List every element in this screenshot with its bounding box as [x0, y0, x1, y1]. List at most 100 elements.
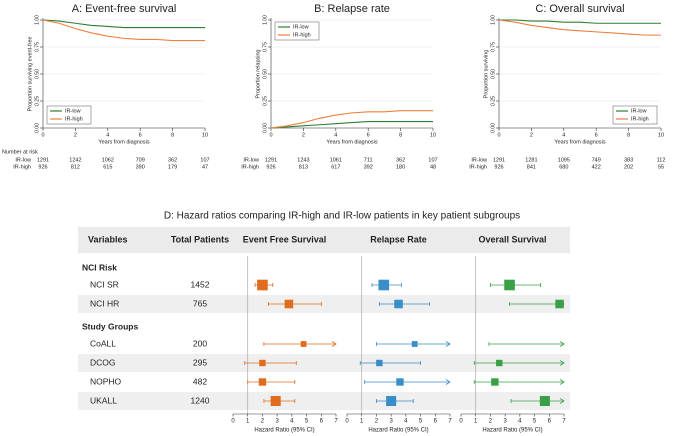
- risk-value: 813: [299, 164, 308, 170]
- hazard-ratio-box: [411, 341, 418, 347]
- hazard-ratio-box: [270, 395, 281, 407]
- x-tick-label: 0: [459, 419, 463, 425]
- y-tick-label: 0.00: [34, 123, 40, 133]
- risk-value: 362: [396, 157, 405, 163]
- risk-value: 1291: [265, 157, 277, 163]
- x-tick-label: 3: [275, 419, 279, 425]
- x-tick-label: 5: [533, 419, 537, 425]
- hazard-ratio-box: [504, 279, 515, 291]
- risk-value: 1291: [37, 157, 49, 163]
- ci-arrow: [559, 398, 565, 404]
- x-tick-label: 7: [448, 419, 452, 425]
- hazard-ratio-box: [396, 378, 404, 386]
- risk-value: 711: [364, 157, 373, 163]
- x-tick-label: 4: [290, 419, 294, 425]
- hazard-ratio-box: [496, 359, 503, 367]
- x-tick-label: 7: [334, 419, 338, 425]
- x-tick-label: 1: [246, 419, 250, 425]
- x-tick-label: 10: [658, 132, 664, 138]
- line-series: [42, 19, 205, 29]
- y-tick-label: 0.25: [490, 96, 496, 106]
- risk-row-name: IR-low: [15, 157, 31, 163]
- section-label: Study Groups: [82, 321, 138, 331]
- x-tick-label: 8: [399, 132, 402, 138]
- x-tick-label: 4: [562, 132, 565, 138]
- ci-arrow: [559, 341, 565, 347]
- line-series: [498, 19, 661, 36]
- row-band: [78, 295, 570, 313]
- legend-label: IR-high: [631, 116, 649, 122]
- x-tick-label: 2: [375, 419, 379, 425]
- hazard-ratio-box: [258, 378, 267, 386]
- hazard-ratio-box: [491, 378, 499, 386]
- risk-value: 841: [527, 164, 536, 170]
- x-tick-label: 6: [595, 132, 598, 138]
- y-tick-label: 1.00: [262, 15, 268, 25]
- risk-value: 926: [266, 164, 275, 170]
- row-label: UKALL: [90, 395, 117, 405]
- risk-value: 383: [624, 157, 633, 163]
- risk-value: 179: [168, 164, 177, 170]
- risk-value: 362: [168, 157, 177, 163]
- row-total: 295: [193, 357, 207, 367]
- legend-label: IR-low: [65, 108, 81, 114]
- legend-label: IR-high: [293, 32, 311, 38]
- risk-value: 1062: [102, 157, 114, 163]
- line-series: [270, 120, 433, 129]
- risk-value: 812: [71, 164, 80, 170]
- x-tick-label: 1: [360, 419, 364, 425]
- x-axis-label: Hazard Ratio (95% CI): [254, 428, 314, 434]
- x-tick-label: 5: [305, 419, 309, 425]
- risk-value: 1291: [493, 157, 505, 163]
- ci-arrow: [445, 379, 451, 385]
- panel-header: Relapse Rate: [370, 234, 427, 244]
- row-total: 200: [193, 338, 207, 348]
- x-tick-label: 0: [231, 419, 235, 425]
- chart-title: C: Overall survival: [535, 3, 624, 15]
- row-total: 1452: [191, 279, 210, 289]
- header-band: [78, 227, 570, 253]
- row-band: [78, 354, 570, 372]
- row-total: 1240: [191, 395, 210, 405]
- x-tick-label: 0: [269, 132, 272, 138]
- y-tick-label: 0.75: [262, 42, 268, 52]
- x-tick-label: 4: [334, 132, 337, 138]
- x-tick-label: 6: [548, 419, 552, 425]
- row-label: NCI HR: [90, 298, 119, 308]
- risk-value: 1243: [297, 157, 309, 163]
- risk-table-title: Number at risk: [2, 149, 38, 155]
- risk-value: 749: [592, 157, 601, 163]
- y-tick-label: 0.75: [34, 42, 40, 52]
- x-tick-label: 10: [202, 132, 208, 138]
- risk-row-name: IR-low: [471, 157, 487, 163]
- hazard-ratio-box: [539, 395, 550, 407]
- ci-arrow: [331, 341, 337, 347]
- legend-label: IR-low: [293, 24, 309, 30]
- x-tick-label: 2: [489, 419, 493, 425]
- row-label: NOPHO: [90, 376, 122, 386]
- risk-value: 680: [559, 164, 568, 170]
- y-tick-label: 1.00: [490, 15, 496, 25]
- column-header: Variables: [88, 234, 128, 244]
- risk-value: 112: [657, 157, 666, 163]
- x-tick-label: 0: [345, 419, 349, 425]
- legend-label: IR-low: [631, 108, 647, 114]
- ci-arrow: [559, 379, 565, 385]
- risk-value: 615: [103, 164, 112, 170]
- y-tick-label: 0.25: [34, 96, 40, 106]
- x-tick-label: 6: [320, 419, 324, 425]
- y-tick-label: 0.50: [34, 69, 40, 79]
- risk-value: 1095: [558, 157, 570, 163]
- hazard-ratio-box: [376, 359, 383, 367]
- risk-row-name: IR-high: [469, 164, 487, 170]
- risk-value: 1061: [330, 157, 342, 163]
- hazard-ratio-box: [284, 299, 294, 309]
- y-axis-label: Proportion surviving: [483, 50, 489, 99]
- line-series: [42, 19, 205, 42]
- panel-header: Event Free Survival: [243, 234, 327, 244]
- risk-value: 390: [136, 164, 145, 170]
- row-band: [78, 392, 570, 410]
- row-total: 482: [193, 376, 207, 386]
- risk-value: 202: [624, 164, 633, 170]
